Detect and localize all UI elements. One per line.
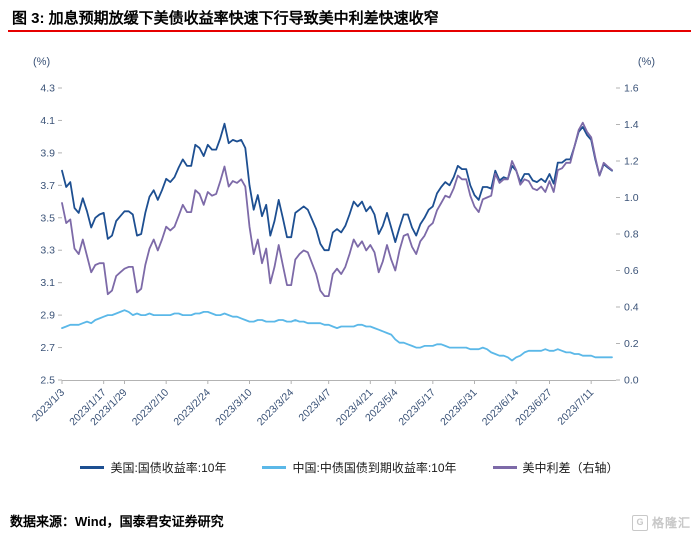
left-axis-tick-label: 2.7 [40,342,55,354]
x-axis-tick-label: 2023/2/10 [130,387,172,429]
x-axis-tick-label: 2023/6/27 [513,387,555,429]
china-10y-line [61,309,613,362]
left-axis-tick-label: 2.5 [40,375,55,387]
left-axis-tick-label: 3.7 [40,180,55,192]
right-axis-tick-label: 0.0 [624,375,639,387]
left-axis-tick-label: 4.3 [40,83,55,95]
legend-item-spread: 美中利差（右轴） [492,459,619,476]
legend-label-spread: 美中利差（右轴） [522,461,619,475]
right-axis-tick-label: 0.2 [624,338,639,350]
x-axis-tick-label: 2023/7/11 [555,387,596,428]
right-axis-unit: (%) [637,56,655,68]
right-axis-tick-label: 0.4 [624,302,639,314]
x-axis-tick-label: 2023/3/24 [255,387,297,429]
x-axis-tick-label: 2023/2/24 [171,387,213,429]
legend-label-china: 中国:中债国债到期收益率:10年 [292,461,457,475]
left-axis-tick-label: 3.5 [40,212,55,224]
us-10y-line [61,122,613,252]
left-axis-tick-label: 4.1 [40,115,55,127]
legend: 美国:国债收益率:10年 中国:中债国债到期收益率:10年 美中利差（右轴） [0,459,699,476]
spread-line-swatch [492,466,517,469]
right-axis-tick-label: 0.6 [624,265,639,277]
title-underline [8,30,691,32]
x-axis-tick-label: 2023/3/10 [213,387,255,429]
legend-label-us: 美国:国债收益率:10年 [110,461,227,475]
watermark-logo-icon: G [631,514,648,531]
legend-item-china: 中国:中债国债到期收益率:10年 [262,459,457,476]
x-axis-tick-label: 2023/1/3 [30,387,67,424]
left-axis-unit: (%) [33,56,51,68]
right-axis-tick-label: 1.4 [624,119,639,131]
china-line-swatch [262,466,287,469]
right-axis-tick-label: 1.6 [624,83,639,95]
legend-item-us: 美国:国债收益率:10年 [80,459,226,476]
right-axis-tick-label: 1.2 [624,156,639,168]
right-axis-tick-label: 0.8 [624,229,639,241]
x-axis-tick-label: 2023/5/17 [396,387,438,429]
left-axis-tick-label: 3.3 [40,245,55,257]
watermark-text: 格隆汇 [651,516,691,530]
watermark: G 格隆汇 [631,514,691,531]
x-axis-tick-label: 2023/4/7 [296,387,333,424]
left-axis-tick-label: 3.1 [40,277,55,289]
us-china-spread-line [61,121,613,297]
figure-title: 图 3: 加息预期放缓下美债收益率快速下行导致美中利差快速收窄 [12,10,439,27]
left-axis-tick-label: 3.9 [40,147,55,159]
right-axis-tick-label: 1.0 [624,192,639,204]
left-axis-tick-label: 2.9 [40,310,55,322]
us-line-swatch [80,466,105,469]
data-source-note: 数据来源：Wind，国泰君安证券研究 [10,514,224,529]
x-axis-tick-label: 2023/5/31 [438,387,480,429]
